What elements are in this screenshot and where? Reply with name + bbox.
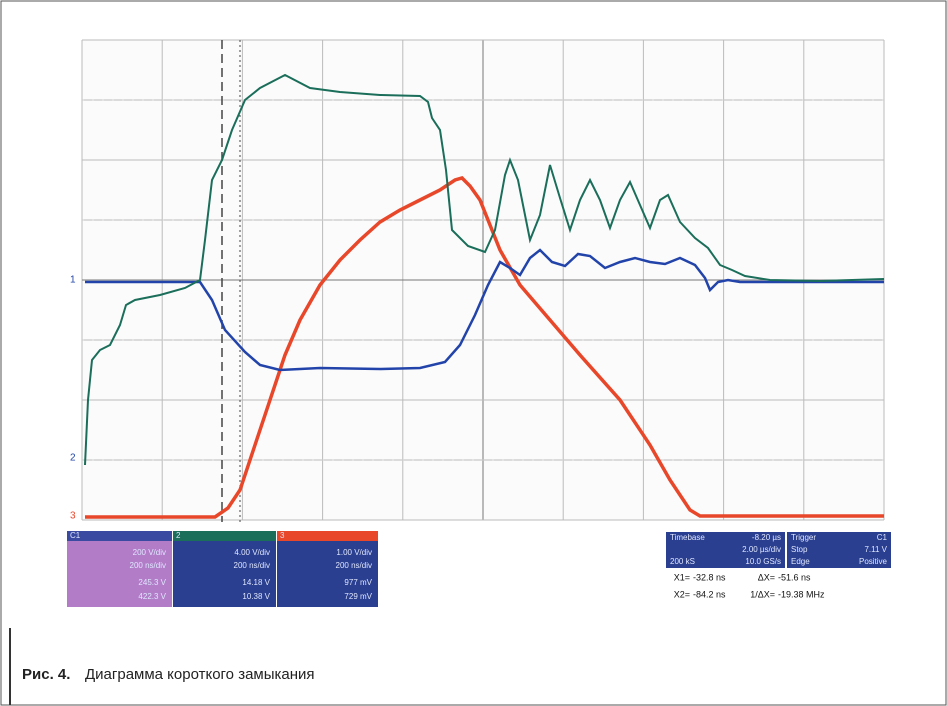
cursor-value: -19.38 MHz: [778, 589, 825, 599]
box-timebase: 200 ns/div: [234, 561, 270, 570]
channel-box: C1 200 V/div 200 ns/div 245.3 V 422.3 V: [67, 531, 172, 607]
trigger-mode: Stop: [791, 545, 808, 554]
channel-box: 2 4.00 V/div 200 ns/div 14.18 V 10.38 V: [173, 531, 276, 607]
box-label: 3: [280, 531, 285, 540]
timebase-box: Timebase -8.20 µs 2.00 µs/div 200 kS 10.…: [666, 532, 785, 568]
box-value: 977 mV: [344, 578, 372, 587]
page: 1 2 3 C1 200 V/div 200 ns/div 245.3 V 42…: [0, 0, 947, 706]
figure: 1 2 3 C1 200 V/div 200 ns/div 245.3 V 42…: [0, 0, 947, 706]
box-label: 2: [176, 531, 181, 540]
trigger-slope: Positive: [859, 557, 888, 566]
cursor-label: 1/ΔX=: [750, 589, 775, 599]
cursor-label: ΔX=: [758, 572, 775, 582]
trigger-level: 7.11 V: [864, 545, 887, 554]
box-value: 10.38 V: [242, 592, 270, 601]
box-value: 422.3 V: [138, 592, 166, 601]
trigger-type: Edge: [791, 557, 810, 566]
caption-number: Рис. 4.: [22, 666, 70, 683]
caption-text: Диаграмма короткого замыкания: [85, 666, 315, 683]
box-header: [277, 531, 378, 541]
box-scale: 1.00 V/div: [336, 548, 372, 557]
channel-box: 3 1.00 V/div 200 ns/div 977 mV 729 mV: [277, 531, 378, 607]
box-value: 245.3 V: [138, 578, 166, 587]
box-scale: 200 V/div: [133, 548, 166, 557]
box-timebase: 200 ns/div: [336, 561, 372, 570]
marker-2: 2: [70, 453, 76, 464]
cursor-label: X2=: [674, 589, 690, 599]
box-header: [173, 531, 276, 541]
trigger-channel: C1: [877, 533, 888, 542]
box-label: C1: [70, 531, 81, 540]
box-header: [67, 531, 172, 541]
box-scale: 4.00 V/div: [234, 548, 270, 557]
trigger-label: Trigger: [791, 533, 816, 542]
cursor-value: -51.6 ns: [778, 572, 811, 582]
timebase-samples: 200 kS: [670, 557, 695, 566]
box-value: 14.18 V: [242, 578, 270, 587]
marker-3: 3: [70, 511, 76, 522]
trigger-box: Trigger C1 Stop 7.11 V Edge Positive: [787, 532, 891, 568]
cursor-value: -84.2 ns: [693, 589, 726, 599]
timebase-rate: 10.0 GS/s: [745, 557, 781, 566]
timebase-div: 2.00 µs/div: [742, 545, 781, 554]
box-value: 729 mV: [344, 592, 372, 601]
timebase-label: Timebase: [670, 533, 705, 542]
cursor-value: -32.8 ns: [693, 572, 726, 582]
cursor-label: X1=: [674, 572, 690, 582]
box-timebase: 200 ns/div: [130, 561, 166, 570]
marker-1: 1: [70, 275, 76, 286]
timebase-value: -8.20 µs: [752, 533, 781, 542]
